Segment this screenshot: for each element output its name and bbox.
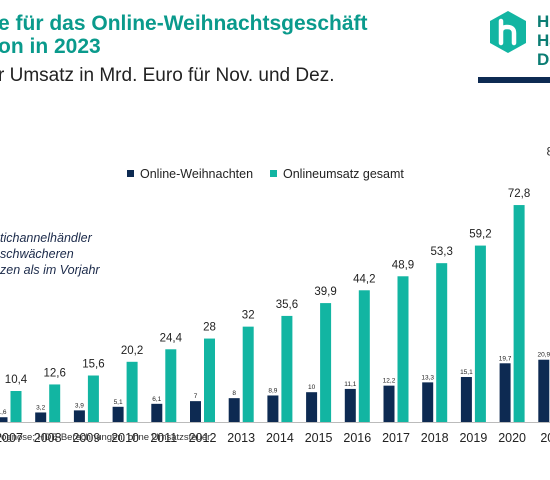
annotation-line-1: tichannelhändler xyxy=(0,231,92,245)
legend-item-online-weihnachten: Online-Weihnachten xyxy=(127,167,253,181)
legend-label-online-weihnachten: Online-Weihnachten xyxy=(140,167,254,181)
x-tick-label-2008: 2008 xyxy=(34,431,62,445)
bar-online-weihnachten-2013 xyxy=(228,398,240,422)
bar-onlineumsatz-gesamt-2016 xyxy=(358,290,370,422)
title-line-1: e für das Online-Weihnachtsgeschäft xyxy=(0,12,368,35)
bar-onlineumsatz-gesamt-2012 xyxy=(204,338,215,422)
title-line-2: on in 2023 xyxy=(0,35,101,58)
x-tick-label-2020: 2020 xyxy=(498,431,526,445)
data-label-onlineumsatz-gesamt-2012: 28 xyxy=(203,322,216,334)
data-label-online-weihnachten-2008: 3,2 xyxy=(36,404,45,411)
bar-onlineumsatz-gesamt-2011 xyxy=(165,349,177,422)
bar-online-weihnachten-2019 xyxy=(460,377,472,422)
bar-onlineumsatz-gesamt-2008 xyxy=(49,384,61,422)
x-tick-label-2018: 2018 xyxy=(421,431,449,445)
data-label-online-weihnachten-2009: 3,9 xyxy=(75,402,84,409)
annotation-line-2: schwächeren xyxy=(0,247,74,261)
data-label-onlineumsatz-gesamt-2018: 53,3 xyxy=(431,246,453,258)
data-label-onlineumsatz-gesamt-202: 86,7 xyxy=(547,147,550,159)
source-note: rognose; HDE-Berechnungen; ohne Umsatzst… xyxy=(0,432,211,443)
data-label-online-weihnachten-2013: 8 xyxy=(232,390,236,397)
bar-onlineumsatz-gesamt-2015 xyxy=(320,303,332,422)
x-tick-label-2016: 2016 xyxy=(343,431,371,445)
x-tick-label-2009: 2009 xyxy=(72,431,100,445)
data-label-online-weihnachten-2007: 1,6 xyxy=(0,409,7,416)
bar-online-weihnachten-2017 xyxy=(383,385,395,422)
data-label-online-weihnachten-2014: 8,9 xyxy=(268,387,277,394)
bar-online-weihnachten-2016 xyxy=(344,388,356,422)
bar-onlineumsatz-gesamt-2018 xyxy=(436,263,448,422)
bar-online-weihnachten-2015 xyxy=(306,392,318,422)
bar-online-weihnachten-202 xyxy=(538,359,550,422)
legend-label-onlineumsatz-gesamt: Onlineumsatz gesamt xyxy=(283,167,404,181)
x-tick-label-2017: 2017 xyxy=(382,431,410,445)
data-label-online-weihnachten-2012: 7 xyxy=(194,393,198,400)
x-tick-label-2015: 2015 xyxy=(305,431,333,445)
data-label-online-weihnachten-202: 20,9 xyxy=(537,352,550,359)
bar-online-weihnachten-2012 xyxy=(190,401,201,422)
bar-onlineumsatz-gesamt-2009 xyxy=(87,375,99,422)
x-tick-label-2007: 2007 xyxy=(0,431,23,445)
bar-online-weihnachten-2014 xyxy=(267,395,279,422)
data-label-onlineumsatz-gesamt-2013: 32 xyxy=(242,310,255,322)
bar-onlineumsatz-gesamt-2017 xyxy=(397,276,409,422)
x-tick-label-2011: 2011 xyxy=(150,431,177,445)
hde-logo-icon xyxy=(490,11,526,53)
logo-text-line-1: HD xyxy=(537,12,550,31)
bar-online-weihnachten-2018 xyxy=(422,382,434,422)
page-title: e für das Online-Weihnachtsgeschäft on i… xyxy=(0,12,368,58)
data-label-online-weihnachten-2018: 13,3 xyxy=(421,374,434,381)
data-label-online-weihnachten-2015: 10 xyxy=(308,384,316,391)
x-tick-label-2012: 2012 xyxy=(189,431,217,445)
x-tick-label-2010: 2010 xyxy=(111,431,139,445)
bar-online-weihnachten-2010 xyxy=(112,406,124,422)
bar-onlineumsatz-gesamt-2007 xyxy=(10,391,22,422)
bar-online-weihnachten-2009 xyxy=(73,410,85,422)
bar-onlineumsatz-gesamt-2010 xyxy=(126,361,138,422)
data-label-online-weihnachten-2019: 15,1 xyxy=(460,369,473,376)
bar-onlineumsatz-gesamt-2019 xyxy=(474,245,486,422)
page-subtitle: r Umsatz in Mrd. Euro für Nov. und Dez. xyxy=(0,65,335,86)
bar-onlineumsatz-gesamt-2020 xyxy=(513,205,525,422)
legend-item-onlineumsatz-gesamt: Onlineumsatz gesamt xyxy=(270,167,404,181)
data-label-onlineumsatz-gesamt-2017: 48,9 xyxy=(392,259,414,271)
data-label-onlineumsatz-gesamt-2014: 35,6 xyxy=(276,299,298,311)
annotation-line-3: zen als im Vorjahr xyxy=(0,263,100,277)
bar-online-weihnachten-2008 xyxy=(35,412,47,422)
bar-onlineumsatz-gesamt-2014 xyxy=(281,315,293,422)
x-tick-label-2019: 2019 xyxy=(459,431,487,445)
bar-onlineumsatz-gesamt-2013 xyxy=(242,326,254,422)
legend-swatch-online-weihnachten xyxy=(127,170,134,177)
data-label-onlineumsatz-gesamt-2019: 59,2 xyxy=(469,229,491,241)
data-label-onlineumsatz-gesamt-2008: 12,6 xyxy=(44,367,66,379)
logo-text-line-3: De xyxy=(537,50,550,69)
data-label-online-weihnachten-2017: 12,2 xyxy=(383,378,396,385)
header-accent-bar xyxy=(478,77,550,83)
data-label-onlineumsatz-gesamt-2009: 15,6 xyxy=(82,359,104,371)
logo-text-line-2: Ha xyxy=(537,31,550,50)
data-label-onlineumsatz-gesamt-2011: 24,4 xyxy=(160,332,183,344)
bar-online-weihnachten-2020 xyxy=(499,363,511,422)
data-label-onlineumsatz-gesamt-2010: 20,2 xyxy=(121,345,143,357)
data-label-online-weihnachten-2011: 6,1 xyxy=(152,396,161,403)
bar-online-weihnachten-2011 xyxy=(151,403,163,422)
legend-swatch-onlineumsatz-gesamt xyxy=(270,170,277,177)
chart-annotation: tichannelhändler schwächeren zen als im … xyxy=(0,230,100,278)
data-label-online-weihnachten-2016: 11,1 xyxy=(344,381,357,388)
bar-online-weihnachten-2007 xyxy=(0,417,8,422)
data-label-onlineumsatz-gesamt-2016: 44,2 xyxy=(353,273,375,285)
x-tick-label-2013: 2013 xyxy=(227,431,255,445)
data-label-online-weihnachten-2010: 5,1 xyxy=(114,399,123,406)
data-label-onlineumsatz-gesamt-2015: 39,9 xyxy=(314,286,336,298)
data-label-onlineumsatz-gesamt-2007: 10,4 xyxy=(5,374,28,386)
data-label-onlineumsatz-gesamt-2020: 72,8 xyxy=(508,188,530,200)
data-label-online-weihnachten-2020: 19,7 xyxy=(499,355,512,362)
x-tick-label-2014: 2014 xyxy=(266,431,294,445)
x-tick-label-202: 202 xyxy=(540,431,550,445)
